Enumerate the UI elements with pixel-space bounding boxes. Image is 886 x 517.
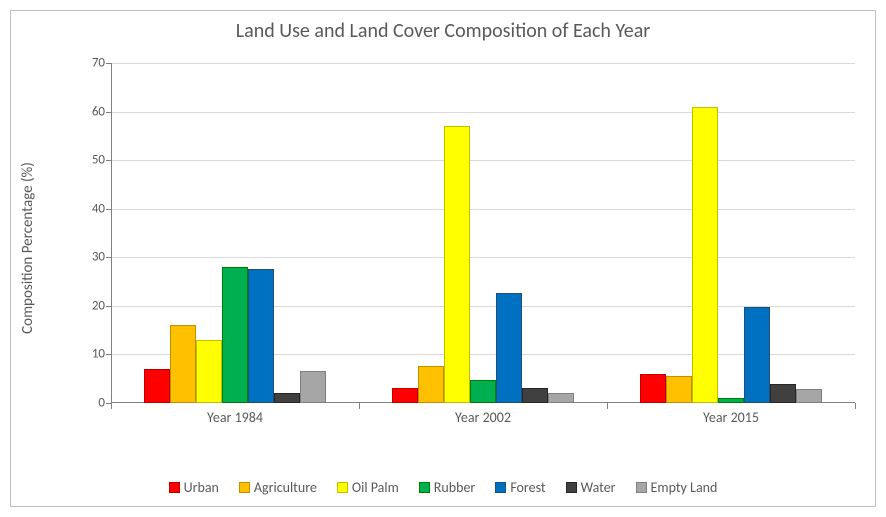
legend-swatch <box>169 482 180 493</box>
bar-water <box>770 384 796 403</box>
bar-water <box>522 388 548 403</box>
y-tick-label: 60 <box>75 104 105 119</box>
bar-oil-palm <box>444 126 470 403</box>
bar-urban <box>392 388 418 403</box>
legend-item-forest: Forest <box>495 478 545 496</box>
y-tick-label: 20 <box>75 298 105 313</box>
gridline <box>111 209 855 210</box>
gridline <box>111 63 855 64</box>
bar-water <box>274 393 300 403</box>
x-category-label: Year 2002 <box>359 409 607 426</box>
plot-area: 010203040506070 <box>111 63 855 403</box>
legend-label: Water <box>581 479 616 496</box>
legend-swatch <box>419 482 430 493</box>
bar-agriculture <box>418 366 444 403</box>
legend-item-rubber: Rubber <box>419 478 476 496</box>
bar-forest <box>744 307 770 403</box>
legend-label: Empty Land <box>651 479 718 496</box>
y-axis-label-wrap: Composition Percentage (%) <box>19 0 39 63</box>
legend-label: Forest <box>510 479 545 496</box>
bar-oil-palm <box>196 340 222 403</box>
legend-item-agriculture: Agriculture <box>239 478 317 496</box>
bar-agriculture <box>666 376 692 403</box>
bar-empty-land <box>796 389 822 403</box>
bar-urban <box>640 374 666 403</box>
legend-item-empty-land: Empty Land <box>636 478 718 496</box>
legend-label: Urban <box>184 479 219 496</box>
gridline <box>111 160 855 161</box>
chart-title: Land Use and Land Cover Composition of E… <box>11 19 875 43</box>
bar-empty-land <box>548 393 574 403</box>
bar-agriculture <box>170 325 196 403</box>
bar-rubber <box>222 267 248 403</box>
legend-swatch <box>495 482 506 493</box>
gridline <box>111 257 855 258</box>
legend-item-urban: Urban <box>169 478 219 496</box>
legend: Urban Agriculture Oil Palm Rubber Forest Wate… <box>11 477 875 496</box>
legend-item-oil-palm: Oil Palm <box>337 478 399 496</box>
legend-label: Oil Palm <box>352 479 399 496</box>
x-category-label: Year 2015 <box>607 409 855 426</box>
y-tick-label: 0 <box>75 396 105 411</box>
legend-label: Rubber <box>434 479 476 496</box>
legend-swatch <box>566 482 577 493</box>
y-tick-label: 40 <box>75 201 105 216</box>
bar-forest <box>248 269 274 403</box>
y-tick-label: 30 <box>75 250 105 265</box>
bar-oil-palm <box>692 107 718 403</box>
y-axis-line <box>111 63 112 403</box>
chart-container: Land Use and Land Cover Composition of E… <box>10 10 876 507</box>
y-tick-label: 70 <box>75 56 105 71</box>
y-tick-label: 10 <box>75 347 105 362</box>
x-tick-mark <box>855 403 856 409</box>
legend-swatch <box>337 482 348 493</box>
legend-item-water: Water <box>566 478 616 496</box>
bar-rubber <box>470 380 496 403</box>
legend-label: Agriculture <box>254 479 317 496</box>
bar-rubber <box>718 398 744 403</box>
x-category-label: Year 1984 <box>111 409 359 426</box>
gridline <box>111 112 855 113</box>
bar-empty-land <box>300 371 326 403</box>
legend-swatch <box>636 482 647 493</box>
y-axis-label: Composition Percentage (%) <box>19 63 37 433</box>
bar-forest <box>496 293 522 403</box>
legend-swatch <box>239 482 250 493</box>
bar-urban <box>144 369 170 403</box>
plot-wrap: 010203040506070 Year 1984Year 2002Year 2… <box>75 63 855 433</box>
y-tick-label: 50 <box>75 153 105 168</box>
